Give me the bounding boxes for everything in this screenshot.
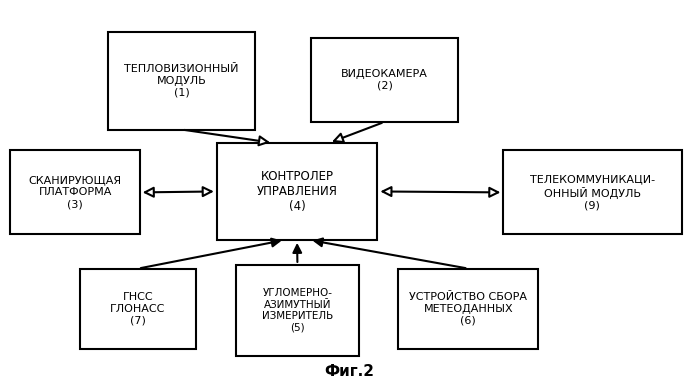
Text: ВИДЕОКАМЕРА
(2): ВИДЕОКАМЕРА (2) [341, 69, 428, 91]
Text: КОНТРОЛЕР
УПРАВЛЕНИЯ
(4): КОНТРОЛЕР УПРАВЛЕНИЯ (4) [257, 170, 338, 213]
Bar [80, 269, 196, 349]
Bar [311, 38, 458, 122]
Text: Фиг.2: Фиг.2 [324, 364, 375, 379]
Text: УГЛОМЕРНО-
АЗИМУТНЫЙ
ИЗМЕРИТЕЛЬ
(5): УГЛОМЕРНО- АЗИМУТНЫЙ ИЗМЕРИТЕЛЬ (5) [262, 288, 333, 333]
Text: УСТРОЙСТВО СБОРА
МЕТЕОДАННЫХ
(6): УСТРОЙСТВО СБОРА МЕТЕОДАННЫХ (6) [410, 292, 527, 325]
Text: ГНСС
ГЛОНАСС
(7): ГНСС ГЛОНАСС (7) [110, 292, 166, 325]
Bar [10, 150, 140, 234]
Bar [503, 150, 682, 234]
Bar [236, 265, 359, 356]
Text: ТЕПЛОВИЗИОННЫЙ
МОДУЛЬ
(1): ТЕПЛОВИЗИОННЫЙ МОДУЛЬ (1) [124, 64, 239, 98]
Bar [398, 269, 538, 349]
Text: ТЕЛЕКОММУНИКАЦИ-
ОННЫЙ МОДУЛЬ
(9): ТЕЛЕКОММУНИКАЦИ- ОННЫЙ МОДУЛЬ (9) [530, 174, 655, 210]
Text: СКАНИРУЮЩАЯ
ПЛАТФОРМА
(3): СКАНИРУЮЩАЯ ПЛАТФОРМА (3) [29, 176, 122, 209]
Bar [108, 32, 255, 130]
Bar [217, 143, 377, 240]
